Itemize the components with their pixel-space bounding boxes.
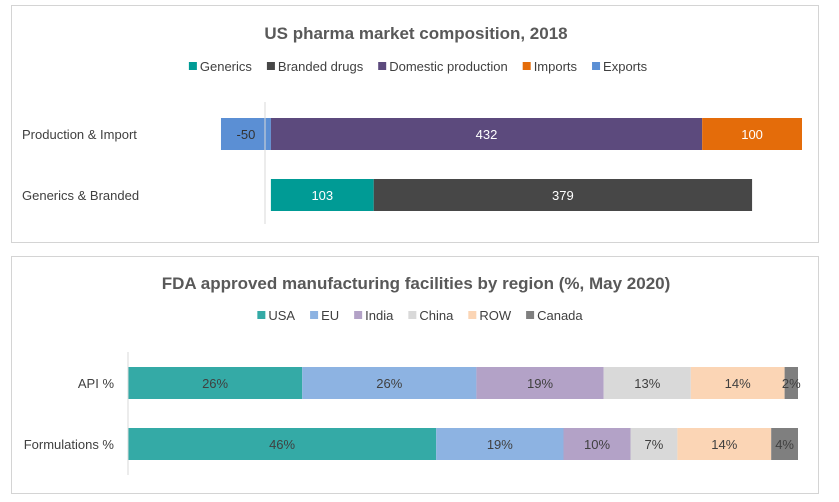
bar-api-usa <box>128 367 303 399</box>
bar-api-canada <box>784 367 798 399</box>
data-label-production-import-exports: -50 <box>237 127 256 142</box>
data-label-formulations-eu: 19% <box>487 437 513 452</box>
bar-formulations-row <box>677 428 772 460</box>
bar-generics-branded-generics <box>270 179 374 211</box>
legend-label-imports: Imports <box>534 59 578 74</box>
data-label-formulations-india: 10% <box>584 437 610 452</box>
bar-api-eu <box>302 367 477 399</box>
fda-chart-title: FDA approved manufacturing facilities by… <box>162 274 671 293</box>
chart-market-composition: US pharma market composition, 2018 Generi… <box>11 5 819 243</box>
bar-generics-branded-branded-drugs <box>373 179 753 211</box>
chart-fda-facilities: FDA approved manufacturing facilities by… <box>11 256 819 494</box>
legend-label-exports: Exports <box>603 59 648 74</box>
data-label-formulations-china: 7% <box>645 437 664 452</box>
data-label-production-import-domestic-production: 432 <box>476 127 498 142</box>
legend-swatch-domestic-production <box>378 62 387 70</box>
data-label-api-china: 13% <box>634 376 660 391</box>
bar-production-import-imports <box>702 118 802 150</box>
legend-label-generics: Generics <box>200 59 253 74</box>
legend-label-india: India <box>365 308 394 323</box>
data-label-api-canada: 2% <box>782 376 801 391</box>
bar-api-row <box>690 367 785 399</box>
data-label-generics-branded-generics: 103 <box>311 188 333 203</box>
bar-api-china <box>603 367 691 399</box>
data-label-production-import-imports: 100 <box>741 127 763 142</box>
bar-formulations-eu <box>436 428 564 460</box>
bar-formulations-usa <box>128 428 437 460</box>
legend-swatch-imports <box>522 62 531 70</box>
category-label-generics-branded: Generics & Branded <box>22 188 139 203</box>
bar-production-import-exports <box>220 118 271 150</box>
data-label-api-india: 19% <box>527 376 553 391</box>
legend-label-eu: EU <box>321 308 339 323</box>
legend-label-branded-drugs: Branded drugs <box>278 59 364 74</box>
market-composition-svg: US pharma market composition, 2018 Generi… <box>22 24 802 224</box>
bar-formulations-india <box>563 428 631 460</box>
legend-swatch-usa <box>257 311 266 319</box>
data-label-generics-branded-branded-drugs: 379 <box>552 188 574 203</box>
bar-formulations-canada <box>771 428 798 460</box>
legend-swatch-generics <box>188 62 197 70</box>
fda-facilities-svg: FDA approved manufacturing facilities by… <box>24 274 801 475</box>
category-label-api: API % <box>78 376 115 391</box>
data-label-formulations-canada: 4% <box>775 437 794 452</box>
market-chart-title: US pharma market composition, 2018 <box>264 24 567 43</box>
bar-api-india <box>476 367 604 399</box>
bar-formulations-china <box>630 428 678 460</box>
legend-label-canada: Canada <box>537 308 583 323</box>
legend-swatch-canada <box>526 311 535 319</box>
legend-swatch-branded-drugs <box>266 62 275 70</box>
legend-swatch-row <box>468 311 477 319</box>
fda-legend: USA EU India China ROW Canada <box>257 308 583 323</box>
data-label-api-row: 14% <box>725 376 751 391</box>
data-label-formulations-usa: 46% <box>269 437 295 452</box>
legend-label-usa: USA <box>268 308 295 323</box>
legend-label-row: ROW <box>479 308 512 323</box>
data-label-api-eu: 26% <box>376 376 402 391</box>
legend-label-domestic-production: Domestic production <box>389 59 508 74</box>
legend-swatch-exports <box>592 62 601 70</box>
data-label-formulations-row: 14% <box>711 437 737 452</box>
legend-swatch-china <box>408 311 417 319</box>
legend-swatch-eu <box>310 311 319 319</box>
legend-label-china: China <box>419 308 454 323</box>
market-legend: Generics Branded drugs Domestic production… <box>188 59 648 74</box>
legend-swatch-india <box>354 311 363 319</box>
bar-production-import-domestic-production <box>270 118 703 150</box>
category-label-formulations: Formulations % <box>24 437 115 452</box>
category-label-production-import: Production & Import <box>22 127 137 142</box>
data-label-api-usa: 26% <box>202 376 228 391</box>
